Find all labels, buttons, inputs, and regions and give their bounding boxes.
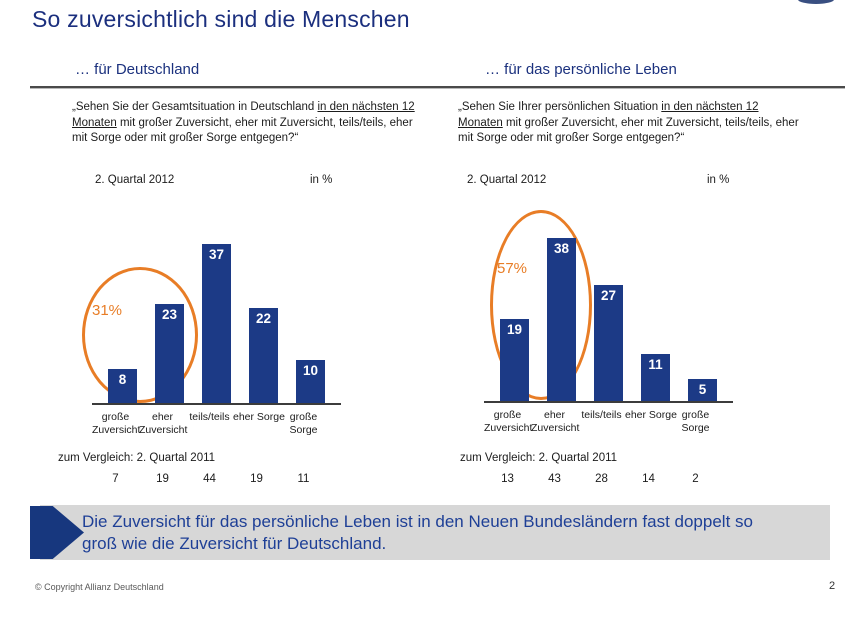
highlight-ellipse (490, 210, 592, 400)
comparison-value: 19 (156, 473, 169, 485)
comparison-value: 7 (112, 473, 119, 485)
bar-chart-deutschland: 31% 8 23 37 22 10 (82, 210, 341, 405)
allianz-logo-partial-icon (798, 0, 834, 4)
question-prefix: „Sehen Sie der Gesamtsituation in Deutsc… (72, 101, 318, 113)
unit-label: in % (707, 174, 730, 186)
category-label: eher Zuversicht (531, 409, 580, 434)
survey-question-deutschland: „Sehen Sie der Gesamtsituation in Deutsc… (72, 100, 420, 147)
comparison-label: zum Vergleich: 2. Quartal 2011 (460, 452, 618, 464)
summary-text: Die Zuversicht für das persönliche Leben… (82, 512, 753, 553)
bar-value-label: 38 (553, 241, 570, 256)
highlight-ellipse (82, 267, 198, 403)
copyright-notice: © Copyright Allianz Deutschland (35, 582, 164, 592)
category-label: teils/teils (189, 411, 230, 423)
category-label: teils/teils (581, 409, 622, 421)
bar-eher Zuversicht: 38 (547, 238, 576, 401)
bar-value-label: 19 (506, 322, 523, 337)
bar-große Sorge: 5 (688, 379, 717, 401)
chart-header-deutschland: … für Deutschland (75, 61, 200, 78)
period-label: 2. Quartal 2012 (467, 174, 547, 186)
comparison-values-row: 7 19 44 19 11 (92, 473, 341, 485)
bar-value-label: 11 (648, 357, 663, 372)
bar-teils/teils: 37 (202, 244, 231, 403)
category-label: große Sorge (681, 409, 710, 434)
header-underline (30, 86, 845, 88)
category-label: eher Zuversicht (139, 411, 188, 436)
question-underlined-phrase: in den nächsten 12 Monaten (72, 101, 415, 129)
category-label: eher Sorge (233, 411, 285, 423)
bar-value-label: 5 (698, 382, 707, 397)
bar-value-label: 23 (161, 307, 178, 322)
bar-große Zuversicht: 19 (500, 319, 529, 401)
page-number: 2 (829, 580, 836, 592)
bar-value-label: 22 (255, 311, 272, 326)
comparison-values-row: 13 43 28 14 2 (484, 473, 733, 485)
category-axis-labels: große Zuversicht eher Zuversicht teils/teils… (484, 409, 733, 435)
bar-teils/teils: 27 (594, 285, 623, 401)
question-suffix: mit großer Zuversicht, eher mit Zuversic… (72, 116, 413, 145)
question-prefix: „Sehen Sie Ihrer persönlichen Situation (458, 101, 662, 113)
bar-chart-persoenlich: 57% 19 38 27 11 5 (484, 208, 733, 403)
bar-value-label: 27 (600, 288, 617, 303)
summary-banner: Die Zuversicht für das persönliche Leben… (30, 505, 830, 560)
chart-header-persoenliches-leben: … für das persönliche Leben (485, 61, 677, 78)
bar-value-label: 37 (208, 247, 225, 262)
category-label: eher Sorge (625, 409, 677, 421)
comparison-value: 43 (548, 473, 561, 485)
survey-question-persoenlich: „Sehen Sie Ihrer persönlichen Situation … (458, 100, 806, 147)
period-label: 2. Quartal 2012 (95, 174, 175, 186)
category-label: große Zuversicht (484, 409, 533, 434)
comparison-value: 2 (692, 473, 699, 485)
category-label: große Zuversicht (92, 411, 141, 436)
category-label: große Sorge (289, 411, 318, 436)
highlight-percentage: 31% (92, 302, 123, 319)
bar-große Zuversicht: 8 (108, 369, 137, 403)
bar-eher Zuversicht: 23 (155, 304, 184, 403)
bar-eher Sorge: 11 (641, 354, 670, 401)
question-suffix: mit großer Zuversicht, eher mit Zuversic… (458, 116, 799, 145)
category-axis-labels: große Zuversicht eher Zuversicht teils/teils… (92, 411, 341, 437)
bar-eher Sorge: 22 (249, 308, 278, 403)
comparison-value: 11 (297, 473, 310, 485)
unit-label: in % (310, 174, 333, 186)
comparison-value: 19 (250, 473, 263, 485)
highlight-percentage: 57% (497, 260, 528, 277)
bar-große Sorge: 10 (296, 360, 325, 403)
comparison-value: 44 (203, 473, 216, 485)
question-underlined-phrase: in den nächsten 12 Monaten (458, 101, 759, 129)
comparison-label: zum Vergleich: 2. Quartal 2011 (58, 452, 216, 464)
comparison-value: 14 (642, 473, 655, 485)
bar-value-label: 10 (302, 363, 319, 378)
arrow-right-icon (30, 506, 84, 559)
bar-value-label: 8 (118, 372, 127, 387)
comparison-value: 13 (501, 473, 514, 485)
page-title: So zuversichtlich sind die Menschen (32, 6, 410, 32)
comparison-value: 28 (595, 473, 608, 485)
